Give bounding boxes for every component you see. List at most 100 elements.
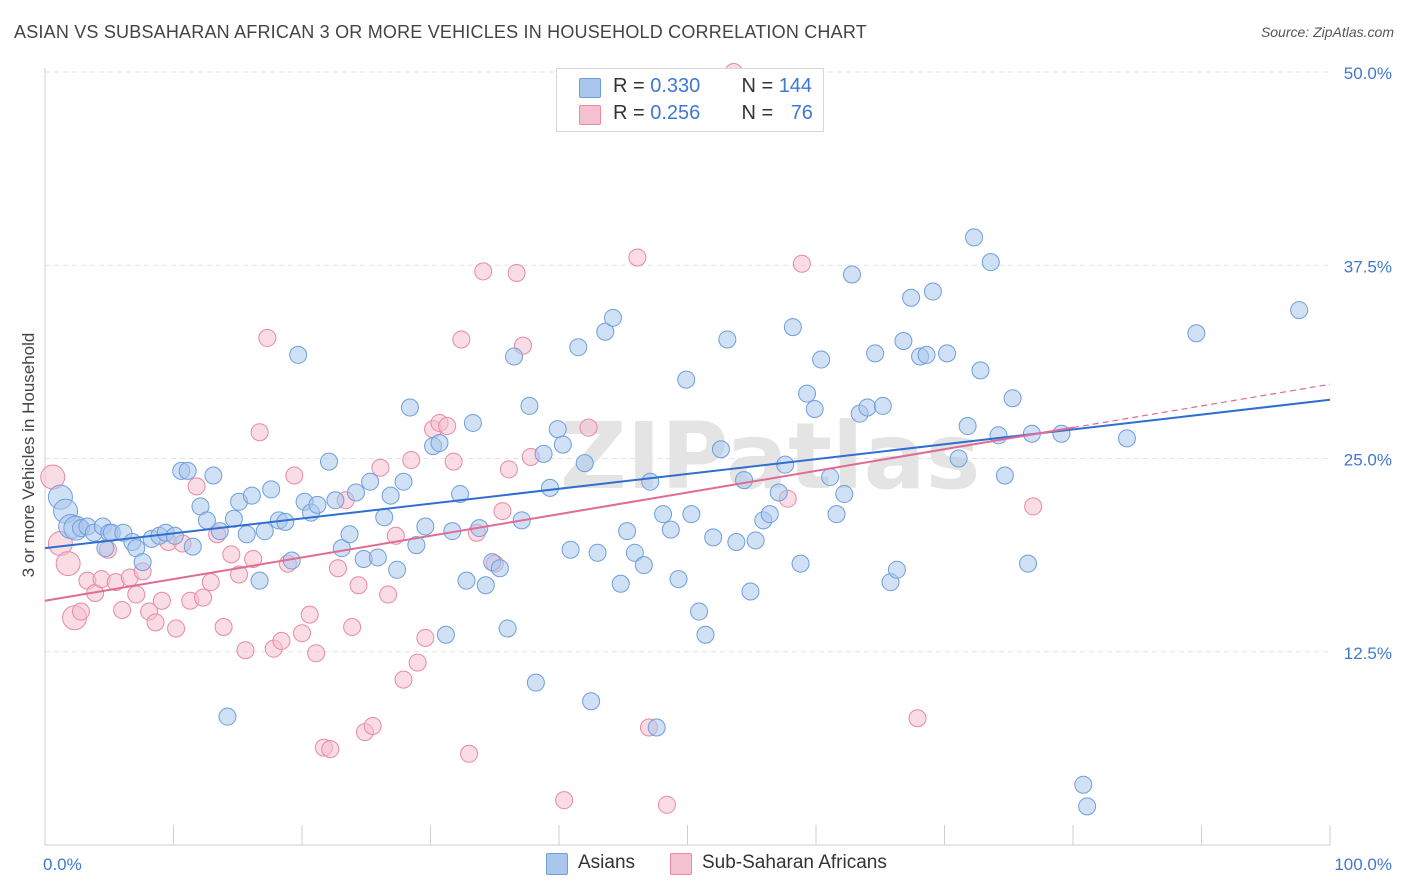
african-point bbox=[394, 670, 413, 689]
points bbox=[40, 63, 1309, 816]
african-point bbox=[555, 791, 574, 810]
african-point bbox=[499, 460, 518, 479]
asian-point bbox=[1019, 554, 1038, 573]
african-point bbox=[408, 653, 427, 672]
asian-point bbox=[1187, 324, 1206, 343]
african-point bbox=[452, 330, 471, 349]
asian-point bbox=[1003, 389, 1022, 408]
asian-point bbox=[746, 531, 765, 550]
legend-label: Asians bbox=[578, 852, 636, 873]
legend-label: Sub-Saharan Africans bbox=[702, 852, 887, 873]
african-point bbox=[71, 602, 90, 621]
y-tick-label: 37.5% bbox=[1344, 257, 1392, 276]
asian-point bbox=[858, 398, 877, 417]
african-point bbox=[507, 263, 526, 282]
african-point bbox=[628, 248, 647, 267]
asian-point bbox=[866, 344, 885, 363]
african-point bbox=[187, 477, 206, 496]
asian-point bbox=[361, 472, 380, 491]
asian-point bbox=[476, 576, 495, 595]
african-point bbox=[236, 641, 255, 660]
asian-point bbox=[682, 505, 701, 524]
n-value: 144 bbox=[778, 75, 813, 97]
grid bbox=[45, 71, 1330, 653]
n-label: N = bbox=[741, 102, 774, 124]
asian-point bbox=[394, 472, 413, 491]
n-value: 76 bbox=[790, 102, 813, 124]
asian-point bbox=[548, 420, 567, 439]
african-point bbox=[349, 576, 368, 595]
asian-point bbox=[204, 466, 223, 485]
asian-point bbox=[541, 478, 560, 497]
asian-point bbox=[463, 413, 482, 432]
african-point bbox=[201, 573, 220, 592]
asian-point bbox=[326, 491, 345, 510]
asian-point bbox=[917, 345, 936, 364]
asian-point bbox=[995, 466, 1014, 485]
african-point bbox=[55, 551, 81, 577]
n-label: N = bbox=[741, 75, 774, 97]
stats-legend: R = 0.330 N = 144 R = 0.256 N = 76 bbox=[556, 68, 824, 132]
asian-point bbox=[400, 398, 419, 417]
african-point bbox=[493, 502, 512, 521]
source-label: Source: ZipAtlas.com bbox=[1260, 24, 1394, 40]
african-point bbox=[343, 618, 362, 637]
asians-legend-swatch bbox=[546, 853, 568, 875]
asian-point bbox=[561, 540, 580, 559]
asian-point bbox=[534, 444, 553, 463]
african-point bbox=[908, 709, 927, 728]
asian-point bbox=[812, 350, 831, 369]
african-point bbox=[1024, 497, 1043, 516]
african-point bbox=[444, 452, 463, 471]
african-point bbox=[293, 624, 311, 643]
asian-point bbox=[827, 505, 846, 524]
african-point bbox=[363, 716, 382, 735]
asian-point bbox=[407, 536, 426, 555]
asian-point bbox=[938, 344, 957, 363]
r-label: R = bbox=[613, 75, 645, 97]
african-point bbox=[474, 262, 493, 281]
african-point bbox=[250, 423, 269, 442]
asian-point bbox=[1117, 429, 1136, 448]
y-tick-label: 12.5% bbox=[1344, 644, 1392, 663]
asian-point bbox=[965, 228, 984, 247]
african-point bbox=[113, 601, 132, 620]
asian-point bbox=[981, 253, 1000, 272]
asian-point bbox=[634, 556, 653, 575]
asian-point bbox=[237, 525, 256, 544]
asian-point bbox=[835, 485, 854, 504]
asian-point bbox=[596, 322, 615, 341]
asian-point bbox=[718, 330, 737, 349]
chart-title: ASIAN VS SUBSAHARAN AFRICAN 3 OR MORE VE… bbox=[14, 22, 867, 42]
african-point bbox=[307, 644, 326, 663]
asian-point bbox=[575, 454, 594, 473]
asian-point bbox=[711, 440, 730, 459]
asian-point bbox=[308, 495, 327, 514]
asian-point bbox=[805, 400, 824, 419]
asian-point bbox=[611, 574, 630, 593]
african-point bbox=[402, 451, 421, 470]
asian-point bbox=[526, 673, 545, 692]
asian-point bbox=[677, 370, 696, 389]
asian-point bbox=[250, 571, 269, 590]
asian-point bbox=[520, 396, 539, 415]
asian-point bbox=[416, 517, 435, 536]
asian-point bbox=[451, 485, 470, 504]
african-point bbox=[579, 418, 598, 437]
tick-labels: 12.5% 25.0% 37.5% 50.0% 0.0% 100.0% bbox=[43, 64, 1392, 874]
asian-trend-line bbox=[44, 398, 1331, 550]
asian-point bbox=[661, 520, 680, 539]
asian-point bbox=[769, 483, 788, 502]
african-point bbox=[328, 559, 347, 578]
african-point bbox=[244, 549, 263, 568]
asian-point bbox=[346, 483, 365, 502]
asian-point bbox=[498, 619, 517, 638]
african-point bbox=[167, 619, 186, 638]
asian-point bbox=[760, 505, 779, 524]
african-point bbox=[258, 328, 277, 347]
asian-point bbox=[735, 471, 754, 490]
asian-point bbox=[183, 537, 202, 556]
asian-point bbox=[375, 508, 394, 527]
asian-point bbox=[569, 338, 588, 357]
asian-point bbox=[647, 718, 666, 737]
